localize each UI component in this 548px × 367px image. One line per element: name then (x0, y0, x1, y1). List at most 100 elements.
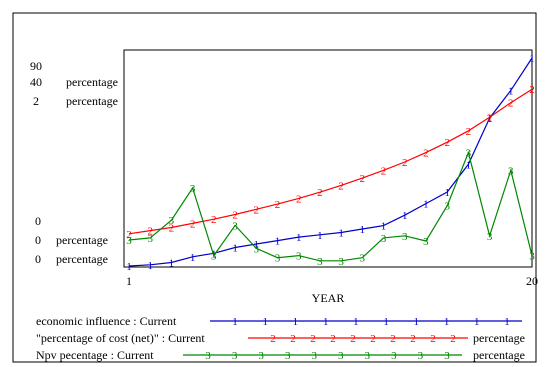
legend-marker-series-3: 3 (338, 350, 344, 362)
legend-marker-series-3: 3 (365, 350, 371, 362)
series-2-point: 2 (466, 126, 472, 138)
series-1-point: 1 (126, 261, 132, 273)
y-axis-1-min: 0 (35, 214, 41, 228)
series-3-point: 3 (169, 215, 175, 227)
series-1-point: 1 (317, 230, 323, 242)
y-axis-3-max: 2 (33, 94, 39, 108)
series-3-point: 3 (508, 165, 514, 177)
x-tick-label-max: 20 (526, 274, 538, 288)
series-1-point: 1 (360, 224, 366, 236)
y-axis-3-min: 0 (35, 252, 41, 266)
legend-marker-series-3: 3 (391, 350, 397, 362)
y-axis-2-max: 40 (30, 75, 42, 89)
series-3-point: 3 (444, 201, 450, 213)
series-3-point: 3 (423, 236, 429, 248)
series-1-point: 1 (296, 232, 302, 244)
series-3-point: 3 (402, 231, 408, 243)
series-2-point: 2 (338, 180, 344, 192)
series-1-point: 1 (338, 228, 344, 240)
legend-marker-series-1: 1 (474, 316, 480, 328)
series-1-point: 1 (254, 239, 260, 251)
series-2-point: 2 (296, 193, 302, 205)
legend-marker-series-2: 2 (430, 333, 436, 345)
x-tick-label-min: 1 (126, 274, 132, 288)
legend-marker-series-2: 2 (450, 333, 456, 345)
series-2-point: 2 (402, 157, 408, 169)
series-1-point: 1 (275, 236, 281, 248)
series-1-point: 1 (402, 210, 408, 222)
series-3-point: 3 (254, 243, 260, 255)
series-3-point: 3 (275, 253, 281, 265)
legend-marker-series-2: 2 (330, 333, 336, 345)
legend-marker-series-3: 3 (311, 350, 317, 362)
series-1-point: 1 (487, 113, 493, 125)
series-2-point: 2 (317, 187, 323, 199)
legend-marker-series-1: 1 (293, 316, 299, 328)
series-1-point: 1 (147, 260, 153, 272)
legend-label-series-1: economic influence : Current (36, 314, 177, 328)
series-1-point: 1 (466, 159, 472, 171)
legend: economic influence : Current "percentage… (36, 314, 525, 362)
legend-label-series-2: "percentage of cost (net)" : Current (36, 331, 205, 345)
series-2-point: 2 (529, 84, 535, 96)
legend-marker-series-2: 2 (290, 333, 296, 345)
chart-border (12, 12, 537, 363)
legend-label-series-3: Npv pecentage : Current (36, 348, 154, 362)
y-axis-1-max: 90 (30, 59, 42, 73)
legend-marker-series-2: 2 (390, 333, 396, 345)
series-2-point: 2 (508, 98, 514, 110)
series-1-point: 1 (169, 258, 175, 270)
series-3-point: 3 (190, 183, 196, 195)
legend-marker-series-1: 1 (444, 316, 450, 328)
legend-unit-series-3: percentage (473, 348, 525, 362)
plot-area (123, 49, 533, 268)
legend-marker-series-1: 1 (262, 316, 268, 328)
series-1-point: 1 (381, 221, 387, 233)
series-3-line (128, 150, 533, 262)
legend-marker-series-2: 2 (310, 333, 316, 345)
series-3-point: 3 (338, 256, 344, 268)
legend-marker-series-2: 2 (370, 333, 376, 345)
series-2-point: 2 (487, 112, 493, 124)
series-2-point: 2 (232, 210, 238, 222)
legend-marker-series-3: 3 (258, 350, 264, 362)
legend-marker-series-3: 3 (418, 350, 424, 362)
series-3-point: 3 (466, 148, 472, 160)
series-2-point: 2 (423, 148, 429, 160)
legend-marker-series-1: 1 (323, 316, 329, 328)
legend-marker-series-1: 1 (504, 316, 510, 328)
series-3-point: 3 (232, 220, 238, 232)
series-2-point: 2 (444, 137, 450, 149)
y-axis-2-max-unit: percentage (66, 75, 118, 89)
legend-marker-series-2: 2 (270, 333, 276, 345)
series-1-point: 1 (190, 252, 196, 264)
y-axis-2-min: 0 (35, 233, 41, 247)
series-2-point: 2 (211, 214, 217, 226)
series-2-point: 2 (254, 204, 260, 216)
series-3-point: 3 (529, 251, 535, 263)
legend-marker-series-2: 2 (350, 333, 356, 345)
series-2-point: 2 (190, 218, 196, 230)
legend-marker-series-3: 3 (285, 350, 291, 362)
legend-marker-series-2: 2 (410, 333, 416, 345)
y-axis-2-min-unit: percentage (56, 233, 108, 247)
legend-marker-series-1: 1 (414, 316, 420, 328)
series-2-line (128, 88, 533, 235)
series-3-point: 3 (381, 233, 387, 245)
y-axis-3-max-unit: percentage (66, 94, 118, 108)
series-3-point: 3 (296, 251, 302, 263)
legend-marker-series-1: 1 (232, 316, 238, 328)
y-axis-3-min-unit: percentage (56, 252, 108, 266)
series-3-point: 3 (211, 251, 217, 263)
series-1-point: 1 (529, 53, 535, 65)
series-2-point: 2 (360, 173, 366, 185)
series-2-point: 2 (147, 226, 153, 238)
series-1-point: 1 (444, 187, 450, 199)
series-2-point: 2 (169, 223, 175, 235)
series-1-point: 1 (232, 243, 238, 255)
series-3-point: 3 (360, 253, 366, 265)
series-1-point: 1 (508, 85, 514, 97)
series-3-point: 3 (147, 233, 153, 245)
